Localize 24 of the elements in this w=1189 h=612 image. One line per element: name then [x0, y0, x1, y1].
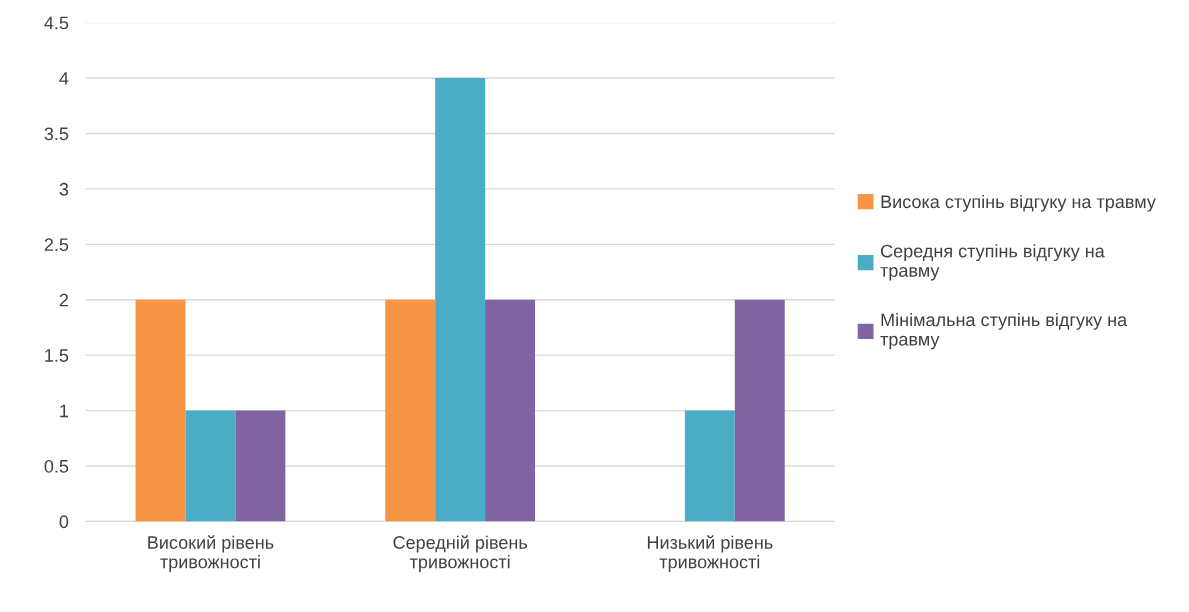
bar [734, 299, 785, 522]
x-tick-label: Низький рівень тривожності [647, 535, 773, 572]
y-tick-label: 4 [59, 72, 69, 85]
y-tick-label: 4.5 [44, 16, 69, 30]
bar [684, 410, 735, 522]
bar [385, 299, 436, 522]
x-tick-label: Високий рівень тривожності [148, 535, 274, 572]
bar [135, 299, 186, 522]
bar [185, 410, 236, 522]
y-tick-label: 0.5 [44, 459, 69, 473]
legend-label: Середня ступінь відгуку на травму [880, 244, 1105, 281]
y-tick-label: 0 [59, 515, 69, 529]
y-tick-label: 2 [59, 293, 69, 307]
y-tick-label: 3.5 [44, 127, 69, 141]
y-tick-label: 3 [59, 182, 69, 196]
bar [485, 299, 536, 522]
y-tick-label: 2.5 [44, 238, 69, 252]
legend-label: Висока ступінь відгуку на травму [881, 194, 1156, 212]
legend-label: Мінімальна ступінь відгуку на травму [880, 313, 1128, 350]
x-tick-label: Середній рівень тривожності [393, 535, 528, 572]
y-tick-label: 1.5 [45, 349, 69, 362]
bar [235, 410, 286, 522]
bar [435, 78, 486, 522]
y-tick-label: 1 [60, 404, 69, 418]
